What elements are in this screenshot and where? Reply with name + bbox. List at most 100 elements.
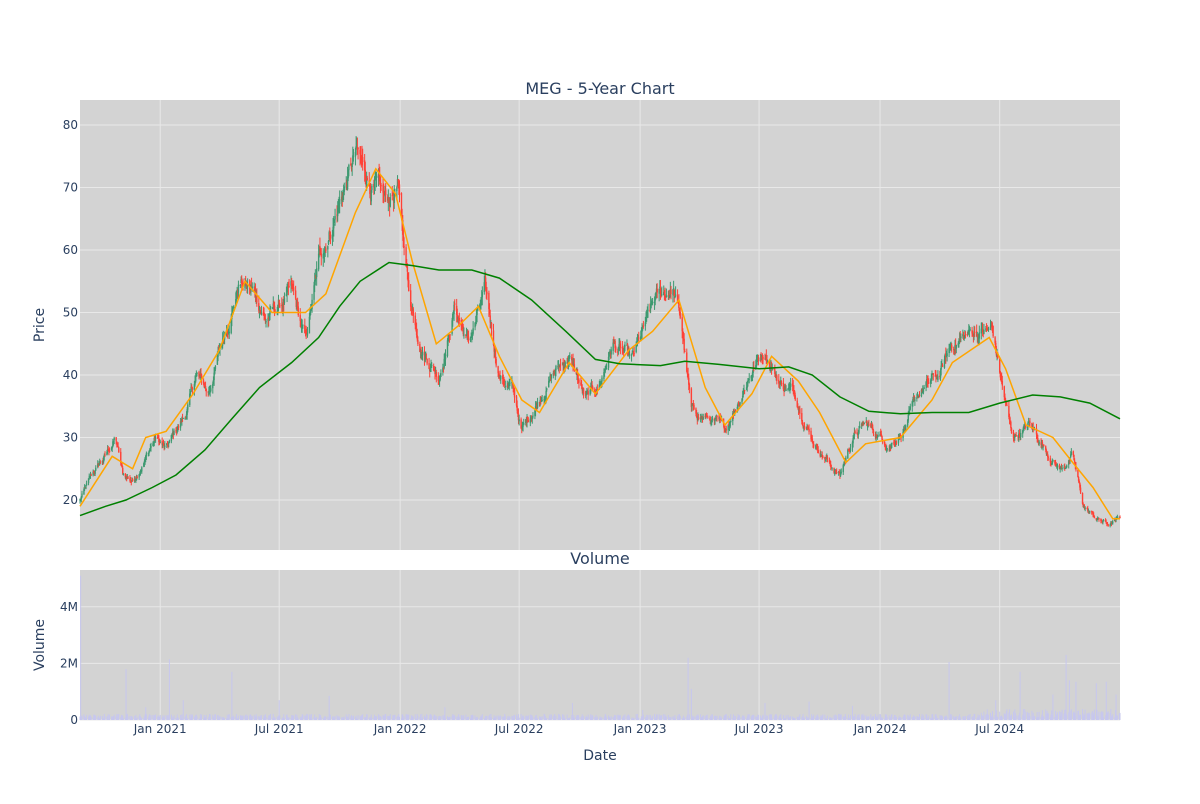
volume-bar [276, 716, 278, 720]
volume-bar [407, 714, 409, 720]
price-plot-area[interactable] [80, 100, 1120, 550]
candle-body [614, 340, 616, 349]
volume-bar [159, 714, 161, 720]
volume-bar [532, 717, 534, 720]
candle-body [937, 376, 939, 381]
candle-body [517, 413, 520, 421]
volume-bar [460, 715, 462, 720]
candle-body [426, 359, 428, 364]
candle-body [842, 465, 844, 473]
candle-body [402, 220, 404, 235]
volume-bar [801, 716, 803, 720]
volume-bar [242, 715, 244, 720]
candle-body [968, 329, 970, 332]
candle-body [610, 349, 612, 355]
volume-bar [398, 716, 400, 720]
volume-bar [254, 718, 256, 720]
volume-bar [264, 714, 266, 720]
candle-body [375, 178, 377, 180]
candle-body [573, 364, 576, 371]
volume-bar [642, 714, 644, 720]
volume-bar [700, 714, 702, 720]
volume-bar [516, 714, 518, 720]
candle-body [1102, 520, 1105, 522]
volume-bar [686, 716, 688, 720]
volume-bar [698, 715, 700, 720]
volume-bar [775, 714, 777, 720]
volume-bar [305, 716, 307, 720]
volume-bar [172, 717, 174, 720]
volume-bar [942, 716, 944, 720]
volume-bar [106, 716, 108, 720]
volume-bar [1056, 714, 1058, 720]
candle-body [952, 348, 955, 351]
candle-body [1079, 487, 1082, 493]
volume-bar [955, 716, 957, 720]
volume-bar [621, 717, 623, 720]
candle-body [1049, 458, 1052, 463]
volume-bar [949, 718, 951, 720]
volume-bar [437, 716, 439, 720]
volume-bar [1091, 711, 1093, 720]
volume-bar [1115, 694, 1117, 720]
volume-bar [913, 716, 915, 720]
candle-body [403, 246, 405, 248]
candle-body [265, 320, 267, 323]
volume-bar [695, 716, 697, 720]
volume-bar [732, 717, 734, 720]
candle-body [297, 306, 299, 316]
volume-bar [936, 716, 938, 720]
candle-body [145, 455, 147, 459]
volume-bar [1083, 716, 1085, 720]
volume-bar [521, 716, 523, 720]
volume-bar [867, 716, 869, 720]
candle-body [112, 441, 114, 447]
candle-body [256, 295, 258, 303]
volume-plot-area[interactable] [80, 570, 1120, 720]
volume-bar [477, 717, 479, 720]
volume-bar [663, 714, 665, 720]
volume-bar [945, 715, 947, 720]
volume-bar [495, 715, 497, 720]
candle-body [1073, 460, 1076, 463]
volume-bar [650, 715, 652, 720]
volume-bar [581, 714, 583, 720]
candle-body [80, 497, 83, 500]
volume-bars[interactable] [79, 575, 1121, 720]
volume-bar [934, 714, 936, 720]
volume-bar [471, 714, 473, 720]
volume-bar [324, 716, 326, 720]
candle-body [670, 289, 672, 295]
volume-bar [951, 714, 953, 720]
candle-body [536, 402, 539, 408]
volume-bar [80, 575, 82, 720]
volume-bar [917, 716, 919, 720]
candle-body [110, 447, 113, 451]
volume-bar [1047, 713, 1049, 720]
volume-bar [705, 718, 707, 720]
volume-bar [384, 714, 386, 720]
candle-body [742, 391, 745, 395]
candle-body [163, 444, 165, 447]
candle-body [467, 336, 470, 341]
volume-bar [380, 716, 382, 720]
volume-bar [490, 713, 492, 720]
volume-bar [423, 715, 425, 720]
volume-bar [995, 710, 997, 720]
volume-bar [1009, 715, 1011, 720]
volume-bar [815, 717, 817, 720]
volume-bar [654, 718, 656, 720]
volume-bar [83, 714, 85, 720]
candle-body [603, 372, 605, 379]
volume-bar [223, 717, 225, 720]
volume-bar [274, 716, 276, 720]
volume-bar [656, 714, 658, 720]
candle-body [563, 366, 565, 368]
volume-bar [122, 718, 124, 720]
volume-bar [811, 716, 813, 720]
volume-bar [1008, 712, 1010, 720]
volume-bar [279, 715, 281, 720]
candle-body [421, 355, 423, 357]
volume-bar [293, 715, 295, 720]
volume-bar [429, 714, 431, 720]
